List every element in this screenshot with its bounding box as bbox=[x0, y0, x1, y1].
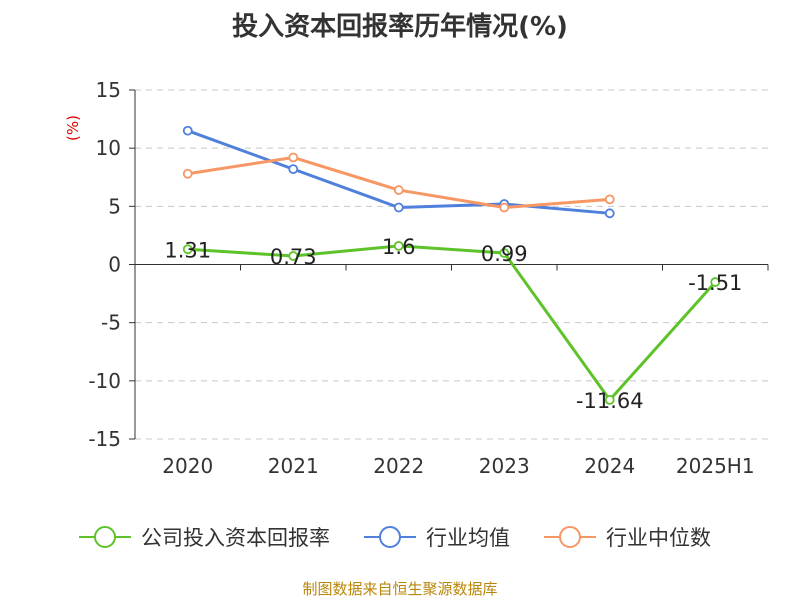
x-tick-label: 2025H1 bbox=[676, 454, 755, 478]
legend-label: 行业均值 bbox=[426, 526, 510, 550]
legend-item[interactable]: 行业均值 bbox=[364, 526, 510, 550]
data-label: -11.64 bbox=[576, 389, 644, 413]
series-line bbox=[187, 129, 610, 215]
y-tick-label: -10 bbox=[88, 369, 121, 393]
legend-marker bbox=[559, 526, 581, 548]
footer-source: 制图数据来自恒生聚源数据库 bbox=[302, 580, 498, 598]
x-tick-label: 2024 bbox=[584, 454, 635, 478]
legend-marker bbox=[94, 526, 116, 548]
data-label: 0.73 bbox=[270, 245, 317, 269]
data-point[interactable] bbox=[393, 202, 404, 213]
y-tick-label: 10 bbox=[96, 136, 121, 160]
x-tick-label: 2020 bbox=[162, 454, 213, 478]
data-point[interactable] bbox=[604, 395, 615, 405]
data-label: -1.51 bbox=[688, 271, 742, 295]
data-point[interactable] bbox=[288, 152, 299, 163]
y-tick-label: 15 bbox=[96, 78, 121, 102]
y-tick-label: 5 bbox=[108, 194, 121, 218]
x-tick-label: 2022 bbox=[373, 454, 424, 478]
legend-marker bbox=[379, 526, 401, 548]
data-point[interactable] bbox=[710, 277, 721, 287]
data-label: 1.31 bbox=[164, 238, 211, 262]
data-point[interactable] bbox=[604, 194, 615, 205]
data-point[interactable] bbox=[182, 125, 193, 136]
data-point[interactable] bbox=[499, 202, 510, 213]
y-axis-unit-label: (%) bbox=[64, 115, 82, 141]
legend-layer: 公司投入资本回报率 行业均值 行业中位数 bbox=[79, 526, 711, 550]
data-label: 0.99 bbox=[481, 242, 528, 266]
y-tick-label: -15 bbox=[88, 427, 121, 451]
legend-label: 行业中位数 bbox=[606, 526, 711, 550]
x-tick-label: 2021 bbox=[268, 454, 319, 478]
legend-label: 公司投入资本回报率 bbox=[141, 526, 330, 550]
chart-title: 投入资本回报率历年情况(%) bbox=[232, 12, 568, 42]
data-point[interactable] bbox=[393, 185, 404, 195]
legend-item[interactable]: 公司投入资本回报率 bbox=[79, 526, 330, 550]
data-point[interactable] bbox=[288, 164, 299, 175]
series-line bbox=[187, 155, 610, 209]
data-point[interactable] bbox=[499, 248, 510, 258]
data-label: 1.6 bbox=[382, 235, 415, 259]
legend-item[interactable]: 行业中位数 bbox=[544, 526, 711, 550]
y-tick-label: -5 bbox=[101, 311, 121, 335]
series-layer bbox=[182, 125, 721, 405]
x-tick-label: 2023 bbox=[479, 454, 530, 478]
data-point[interactable] bbox=[604, 208, 615, 219]
data-point[interactable] bbox=[393, 240, 404, 251]
y-tick-label: 0 bbox=[108, 253, 121, 277]
data-point[interactable] bbox=[182, 168, 193, 179]
series-line bbox=[187, 244, 717, 402]
data-point[interactable] bbox=[288, 251, 299, 261]
axis-layer: 15 10 5 0 -5 -10 -15 2020 2021 2022 2023 2024 2025H1… bbox=[64, 78, 769, 478]
data-point[interactable] bbox=[182, 244, 193, 255]
label-layer: 1.31 0.73 1.6 0.99 -11.64 -1.51 bbox=[164, 235, 742, 413]
